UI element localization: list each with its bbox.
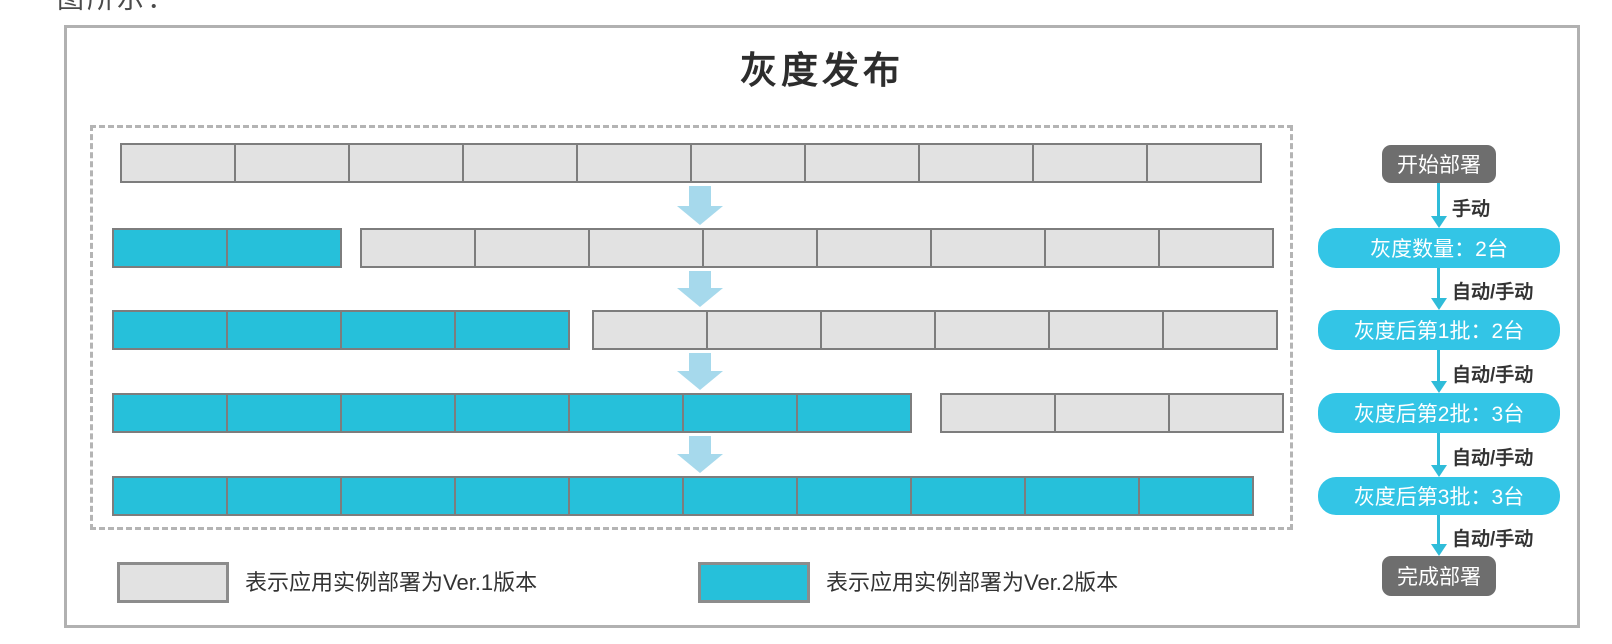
flow-arrowhead-icon [1431, 216, 1447, 228]
flow-arrowhead-icon [1431, 298, 1447, 310]
instance-box [910, 476, 1026, 516]
instance-box [576, 143, 692, 183]
instance-box [1146, 143, 1262, 183]
instance-box [226, 310, 342, 350]
instance-box [454, 476, 570, 516]
instance-box [1024, 476, 1140, 516]
flow-arrow-line [1437, 183, 1440, 218]
instance-box [112, 228, 228, 268]
legend-label: 表示应用实例部署为Ver.2版本 [826, 570, 1119, 595]
instance-box [682, 393, 798, 433]
legend-swatch-cyan [698, 562, 810, 603]
instance-box [454, 310, 570, 350]
flow-node-6: 完成部署 [1382, 556, 1496, 596]
instance-group-ver2 [112, 310, 570, 350]
instance-box [804, 143, 920, 183]
instance-box [940, 393, 1056, 433]
instance-box [340, 476, 456, 516]
instance-box [820, 310, 936, 350]
flow-edge-label: 自动/手动 [1452, 448, 1534, 469]
instance-box [360, 228, 476, 268]
down-arrow-icon [677, 186, 723, 225]
instance-box [340, 310, 456, 350]
flow-edge-label: 手动 [1452, 198, 1491, 220]
instance-box [340, 393, 456, 433]
legend-swatch-gray [117, 562, 229, 603]
diagram-title: 灰度发布 [740, 50, 904, 91]
flow-arrow-line [1437, 268, 1440, 300]
instance-box [592, 310, 708, 350]
instance-box [1048, 310, 1164, 350]
instance-group-ver2 [112, 228, 342, 268]
flow-arrow-line [1437, 433, 1440, 467]
flow-edge-label: 自动/手动 [1452, 364, 1534, 386]
legend-label: 表示应用实例部署为Ver.1版本 [245, 570, 538, 595]
instance-group-ver1 [360, 228, 1274, 268]
instance-box [1032, 143, 1148, 183]
flow-arrow-line [1437, 515, 1440, 546]
instance-group-ver1 [592, 310, 1278, 350]
flow-node-5: 灰度后第3批：3台 [1318, 477, 1560, 515]
document-context-text: 图所示： [57, 0, 177, 14]
instance-group-ver1 [940, 393, 1284, 433]
instance-box [1044, 228, 1160, 268]
instance-box [1162, 310, 1278, 350]
instance-box [120, 143, 236, 183]
instance-box [1158, 228, 1274, 268]
instance-box [234, 143, 350, 183]
flow-edge-label: 自动/手动 [1452, 528, 1534, 550]
flow-node-1: 开始部署 [1382, 145, 1496, 183]
instance-box [226, 228, 342, 268]
instance-group-ver2 [112, 393, 912, 433]
instance-box [226, 476, 342, 516]
instance-box [474, 228, 590, 268]
instance-box [796, 476, 912, 516]
instance-box [1168, 393, 1284, 433]
down-arrow-icon [677, 353, 723, 390]
instance-box [682, 476, 798, 516]
instance-box [702, 228, 818, 268]
instance-box [930, 228, 1046, 268]
instance-box [796, 393, 912, 433]
instance-box [706, 310, 822, 350]
flow-edge-label: 自动/手动 [1452, 282, 1534, 303]
instance-box [112, 393, 228, 433]
flow-arrowhead-icon [1431, 544, 1447, 556]
instance-box [568, 476, 684, 516]
instance-box [462, 143, 578, 183]
instance-group-ver2 [112, 476, 1254, 516]
instance-box [348, 143, 464, 183]
flow-node-2: 灰度数量：2台 [1318, 228, 1560, 268]
instance-box [918, 143, 1034, 183]
instance-group-ver1 [120, 143, 1262, 183]
instance-box [690, 143, 806, 183]
instance-box [112, 476, 228, 516]
instance-box [226, 393, 342, 433]
flow-arrowhead-icon [1431, 381, 1447, 393]
flow-arrowhead-icon [1431, 465, 1447, 477]
instance-box [934, 310, 1050, 350]
instance-box [816, 228, 932, 268]
instance-box [112, 310, 228, 350]
flow-arrow-line [1437, 350, 1440, 383]
flow-node-3: 灰度后第1批：2台 [1318, 310, 1560, 350]
instance-box [568, 393, 684, 433]
instance-box [1138, 476, 1254, 516]
instance-box [588, 228, 704, 268]
flow-node-4: 灰度后第2批：3台 [1318, 393, 1560, 433]
instance-box [454, 393, 570, 433]
down-arrow-icon [677, 271, 723, 307]
staging-area-outline [90, 125, 1293, 530]
down-arrow-icon [677, 436, 723, 473]
instance-box [1054, 393, 1170, 433]
